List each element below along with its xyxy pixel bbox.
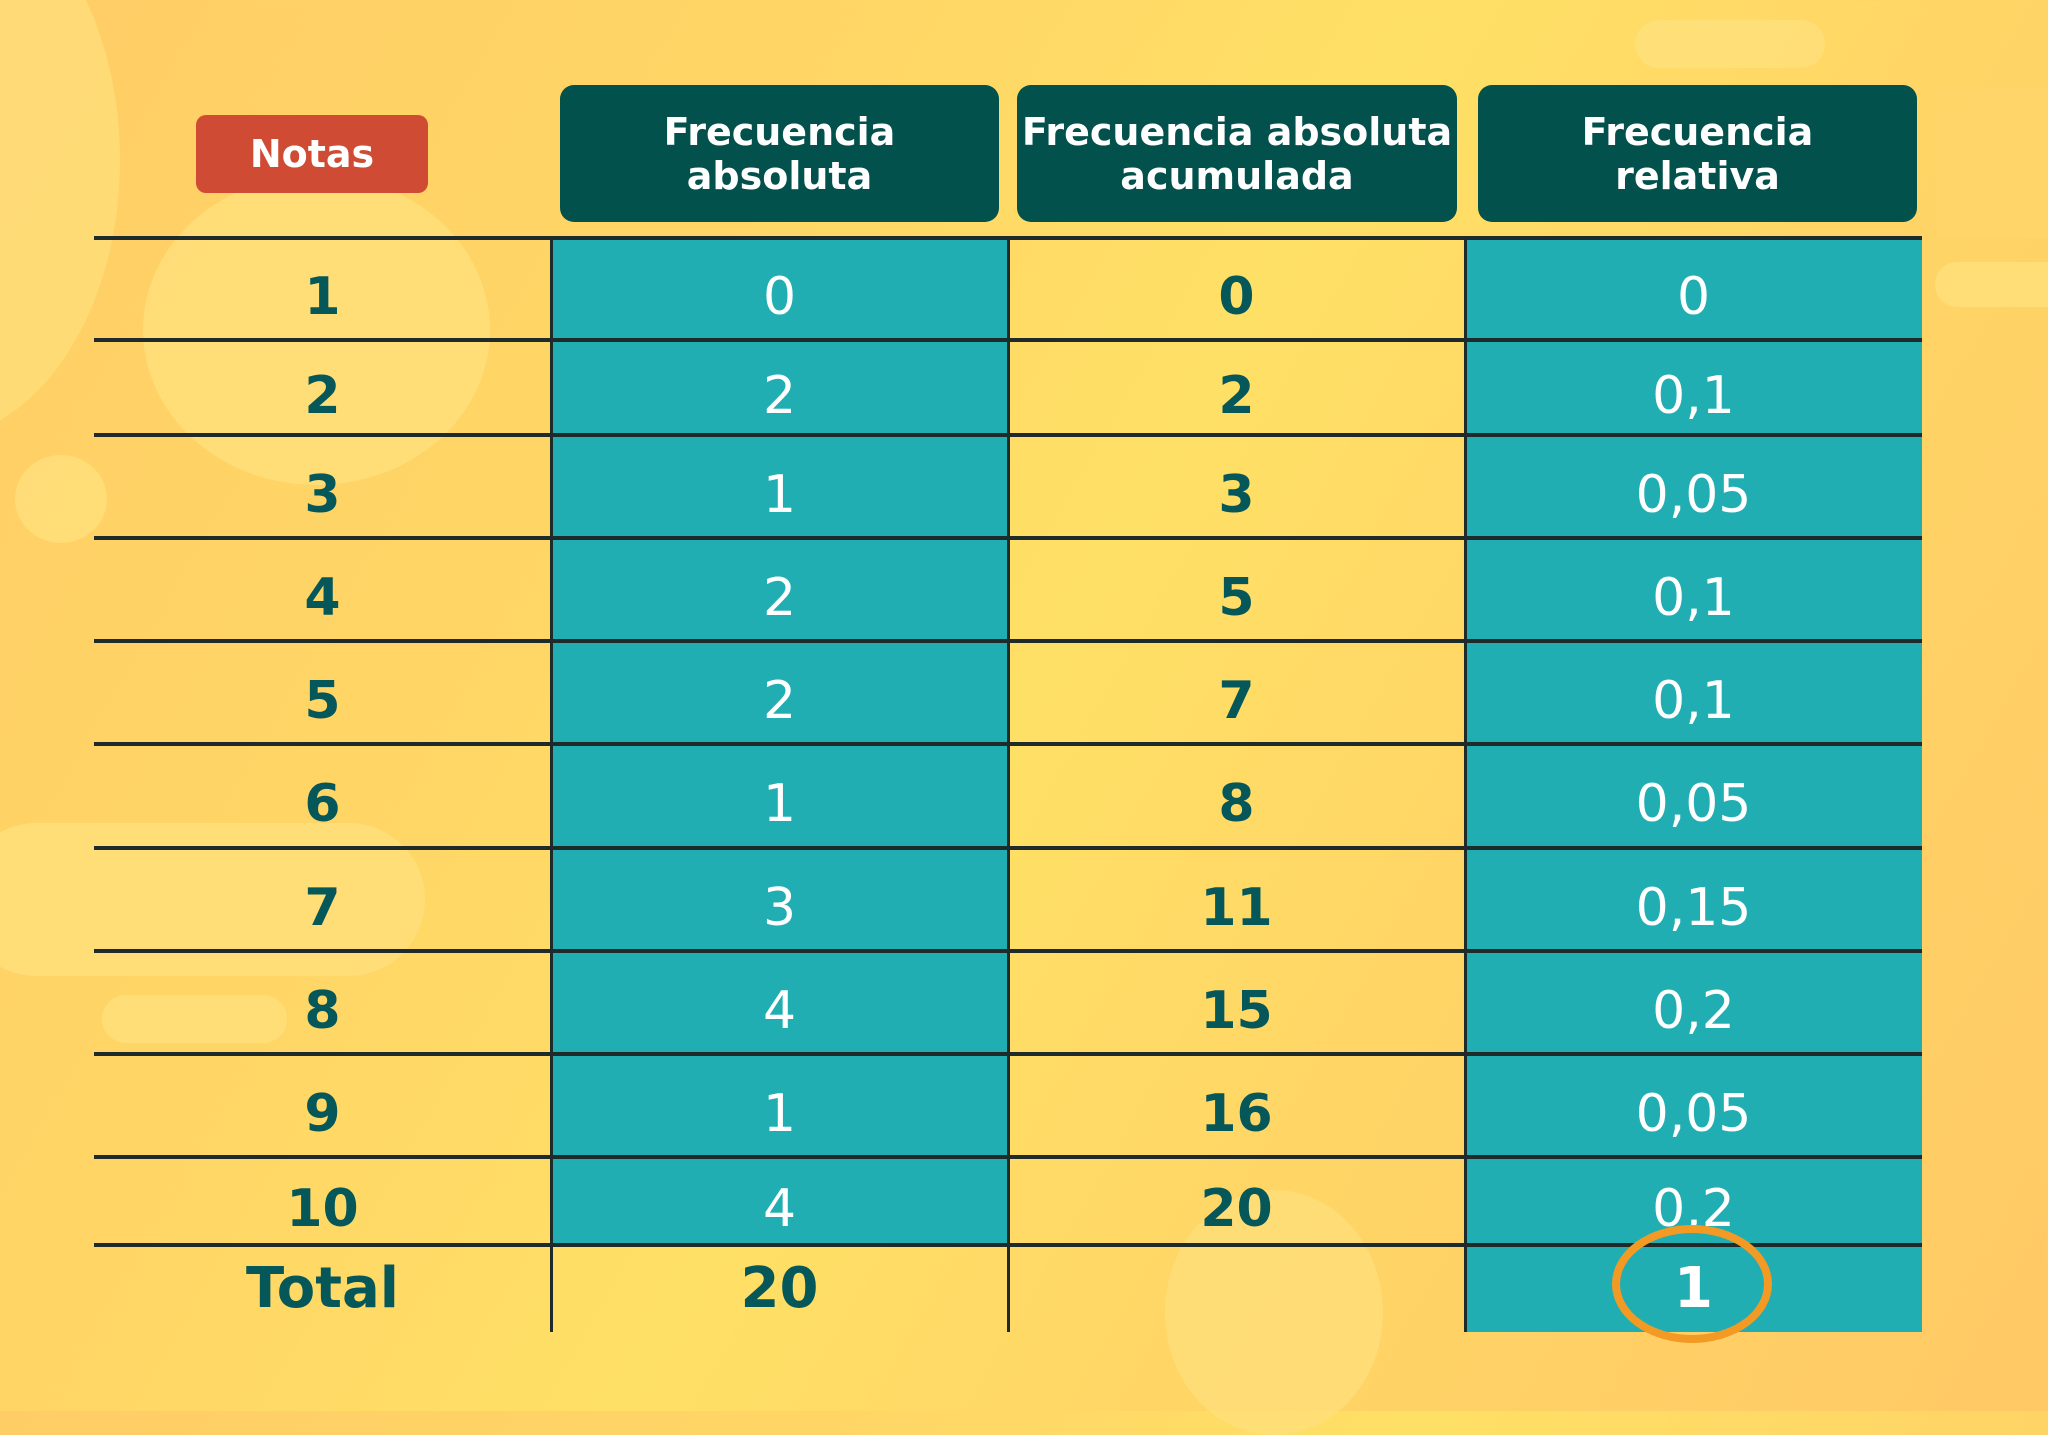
cell-frecuencia-relativa: 0 xyxy=(1676,267,1711,327)
cell-nota: 3 xyxy=(304,464,341,525)
cell-frecuencia-acumulada: 5 xyxy=(1218,567,1255,628)
cell-frecuencia-relativa: 0,1 xyxy=(1652,567,1735,628)
column-frecuencia-absoluta-bg xyxy=(551,238,1008,1245)
header-line: Frecuencia absoluta xyxy=(1021,109,1453,154)
cell-frecuencia-acumulada: 11 xyxy=(1200,877,1273,938)
cell-frecuencia-acumulada: 7 xyxy=(1218,670,1255,731)
header-notas-label: Notas xyxy=(249,132,375,176)
cell-nota: 2 xyxy=(304,365,341,426)
column-divider xyxy=(550,238,553,1332)
cell-frecuencia-relativa: 0,05 xyxy=(1635,1083,1752,1144)
cell-frecuencia-acumulada: 8 xyxy=(1218,774,1255,834)
total-frecuencia-absoluta: 20 xyxy=(740,1256,819,1321)
cell-frecuencia-relativa: 0,1 xyxy=(1652,670,1735,731)
cell-frecuencia-absoluta: 2 xyxy=(762,670,797,731)
cell-frecuencia-relativa: 0,05 xyxy=(1635,774,1752,834)
cell-frecuencia-absoluta: 4 xyxy=(762,1179,797,1239)
cell-frecuencia-relativa: 0,2 xyxy=(1652,980,1735,1041)
cell-nota: 7 xyxy=(304,877,341,938)
cell-frecuencia-relativa: 0,15 xyxy=(1635,877,1752,938)
cell-frecuencia-absoluta: 3 xyxy=(762,877,797,938)
header-frecuencia-relativa: Frecuencia relativa xyxy=(1478,85,1917,222)
header-line: acumulada xyxy=(1120,153,1354,198)
header-line: Frecuencia xyxy=(663,109,896,154)
cell-frecuencia-acumulada: 20 xyxy=(1200,1179,1273,1239)
header-line: absoluta xyxy=(686,153,873,198)
cell-frecuencia-absoluta: 2 xyxy=(762,567,797,628)
cell-nota: 4 xyxy=(304,567,341,628)
cell-nota: 6 xyxy=(304,774,341,834)
cell-nota: 10 xyxy=(286,1179,359,1239)
cell-frecuencia-acumulada: 16 xyxy=(1200,1083,1273,1144)
cell-frecuencia-acumulada: 15 xyxy=(1200,980,1273,1041)
total-label: Total xyxy=(246,1256,399,1321)
highlight-circle xyxy=(1612,1225,1772,1343)
column-frecuencia-relativa-bg xyxy=(1465,238,1922,1332)
cell-nota: 9 xyxy=(304,1083,341,1144)
header-notas: Notas xyxy=(196,115,428,193)
cell-nota: 8 xyxy=(304,980,341,1041)
background-band-right xyxy=(1935,88,2048,238)
background-pill-top xyxy=(1635,20,1825,68)
cell-frecuencia-acumulada: 2 xyxy=(1218,365,1255,426)
header-line: Frecuencia xyxy=(1581,109,1814,154)
cell-frecuencia-acumulada: 0 xyxy=(1218,267,1255,327)
header-line: relativa xyxy=(1615,153,1780,198)
cell-frecuencia-absoluta: 1 xyxy=(762,1083,797,1144)
header-frecuencia-absoluta: Frecuencia absoluta xyxy=(560,85,999,222)
cell-frecuencia-relativa: 0,1 xyxy=(1652,365,1735,426)
cell-frecuencia-absoluta: 1 xyxy=(762,774,797,834)
column-divider xyxy=(1007,238,1010,1332)
cell-frecuencia-acumulada: 3 xyxy=(1218,464,1255,525)
total-frecuencia-acumulada xyxy=(1008,1245,1465,1332)
cell-frecuencia-relativa: 0,05 xyxy=(1635,464,1752,525)
header-frecuencia-absoluta-acumulada: Frecuencia absoluta acumulada xyxy=(1017,85,1457,222)
cell-nota: 1 xyxy=(304,267,341,327)
cell-frecuencia-absoluta: 0 xyxy=(762,267,797,327)
cell-frecuencia-absoluta: 4 xyxy=(762,980,797,1041)
cell-frecuencia-absoluta: 1 xyxy=(762,464,797,525)
cell-frecuencia-absoluta: 2 xyxy=(762,365,797,426)
cell-nota: 5 xyxy=(304,670,341,731)
background-pill-right xyxy=(1935,262,2048,307)
column-divider xyxy=(1464,238,1467,1332)
